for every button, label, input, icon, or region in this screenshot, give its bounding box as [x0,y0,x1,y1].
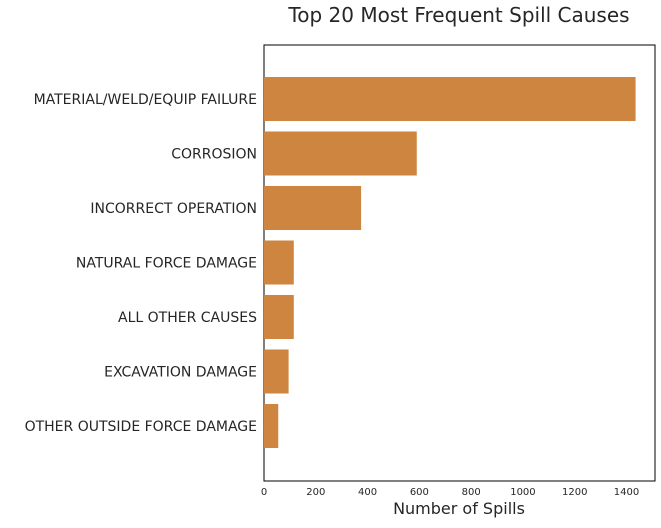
y-tick-label: ALL OTHER CAUSES [118,310,257,326]
x-tick-label: 1000 [510,487,535,498]
x-tick-labels: 0 200 400 600 800 1000 1200 1400 [261,487,639,498]
x-tick-label: 1200 [562,487,587,498]
y-tick-label: EXCAVATION DAMAGE [104,365,257,381]
y-tick-labels: MATERIAL/WELD/EQUIP FAILURE CORROSION INCO… [25,92,258,435]
y-tick-label: OTHER OUTSIDE FORCE DAMAGE [25,419,257,435]
y-tick-label: MATERIAL/WELD/EQUIP FAILURE [34,92,257,108]
bars-layer [264,77,636,448]
bar [264,295,294,339]
x-tick-label: 1400 [614,487,639,498]
bar [264,404,279,448]
x-tick-label: 200 [306,487,325,498]
y-tick-label: INCORRECT OPERATION [90,201,257,217]
y-tick-label: NATURAL FORCE DAMAGE [76,256,257,272]
x-axis-label: Number of Spills [393,499,525,518]
bar [264,186,362,230]
x-tick-label: 0 [261,487,267,498]
bar [264,240,294,285]
bar [264,349,289,394]
x-tick-label: 600 [410,487,429,498]
y-tick-label: CORROSION [171,147,257,163]
x-tick-label: 800 [462,487,481,498]
bar [264,77,636,121]
x-tick-label: 400 [358,487,377,498]
bar [264,131,417,176]
chart-title: Top 20 Most Frequent Spill Causes [287,3,629,27]
